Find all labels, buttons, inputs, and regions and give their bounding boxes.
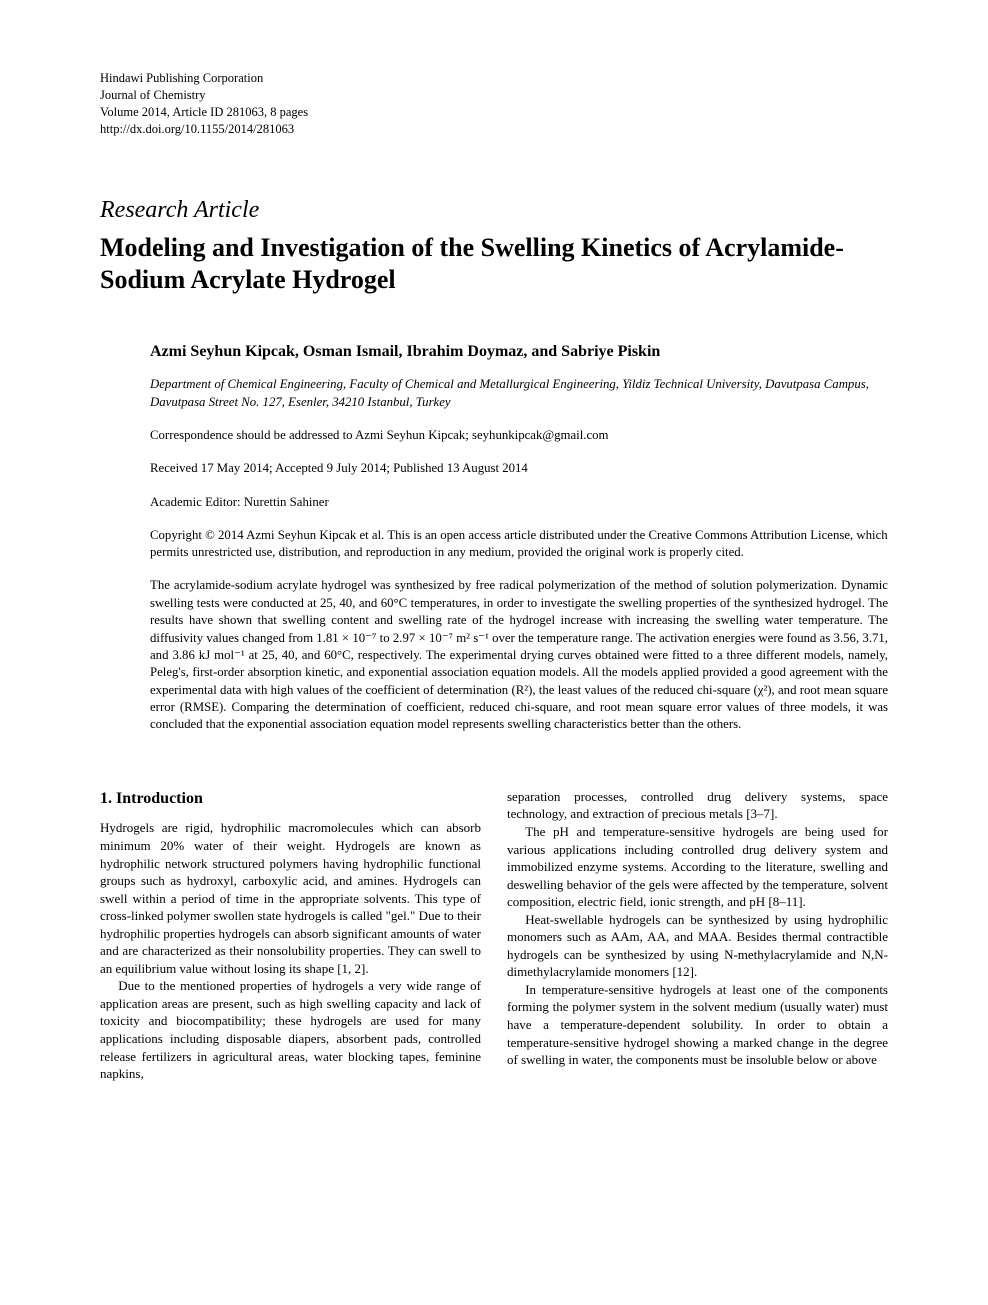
copyright-notice: Copyright © 2014 Azmi Seyhun Kipcak et a… (150, 527, 888, 562)
publisher-name: Hindawi Publishing Corporation (100, 70, 888, 87)
body-paragraph: Hydrogels are rigid, hydrophilic macromo… (100, 819, 481, 977)
front-matter: Azmi Seyhun Kipcak, Osman Ismail, Ibrahi… (100, 341, 888, 734)
affiliation: Department of Chemical Engineering, Facu… (150, 376, 888, 411)
body-paragraph: In temperature-sensitive hydrogels at le… (507, 981, 888, 1069)
publisher-info: Hindawi Publishing Corporation Journal o… (100, 70, 888, 138)
body-columns: 1. Introduction Hydrogels are rigid, hyd… (100, 788, 888, 1083)
left-column: 1. Introduction Hydrogels are rigid, hyd… (100, 788, 481, 1083)
correspondence: Correspondence should be addressed to Az… (150, 427, 888, 444)
body-paragraph: separation processes, controlled drug de… (507, 788, 888, 823)
authors: Azmi Seyhun Kipcak, Osman Ismail, Ibrahi… (150, 341, 888, 363)
body-paragraph: Due to the mentioned properties of hydro… (100, 977, 481, 1082)
article-title: Modeling and Investigation of the Swelli… (100, 232, 888, 297)
section-heading-introduction: 1. Introduction (100, 788, 481, 810)
article-type: Research Article (100, 194, 888, 226)
abstract: The acrylamide-sodium acrylate hydrogel … (150, 577, 888, 734)
doi-line: http://dx.doi.org/10.1155/2014/281063 (100, 121, 888, 138)
academic-editor: Academic Editor: Nurettin Sahiner (150, 494, 888, 511)
article-dates: Received 17 May 2014; Accepted 9 July 20… (150, 460, 888, 477)
volume-line: Volume 2014, Article ID 281063, 8 pages (100, 104, 888, 121)
journal-name: Journal of Chemistry (100, 87, 888, 104)
body-paragraph: The pH and temperature-sensitive hydroge… (507, 823, 888, 911)
right-column: separation processes, controlled drug de… (507, 788, 888, 1083)
body-paragraph: Heat-swellable hydrogels can be synthesi… (507, 911, 888, 981)
